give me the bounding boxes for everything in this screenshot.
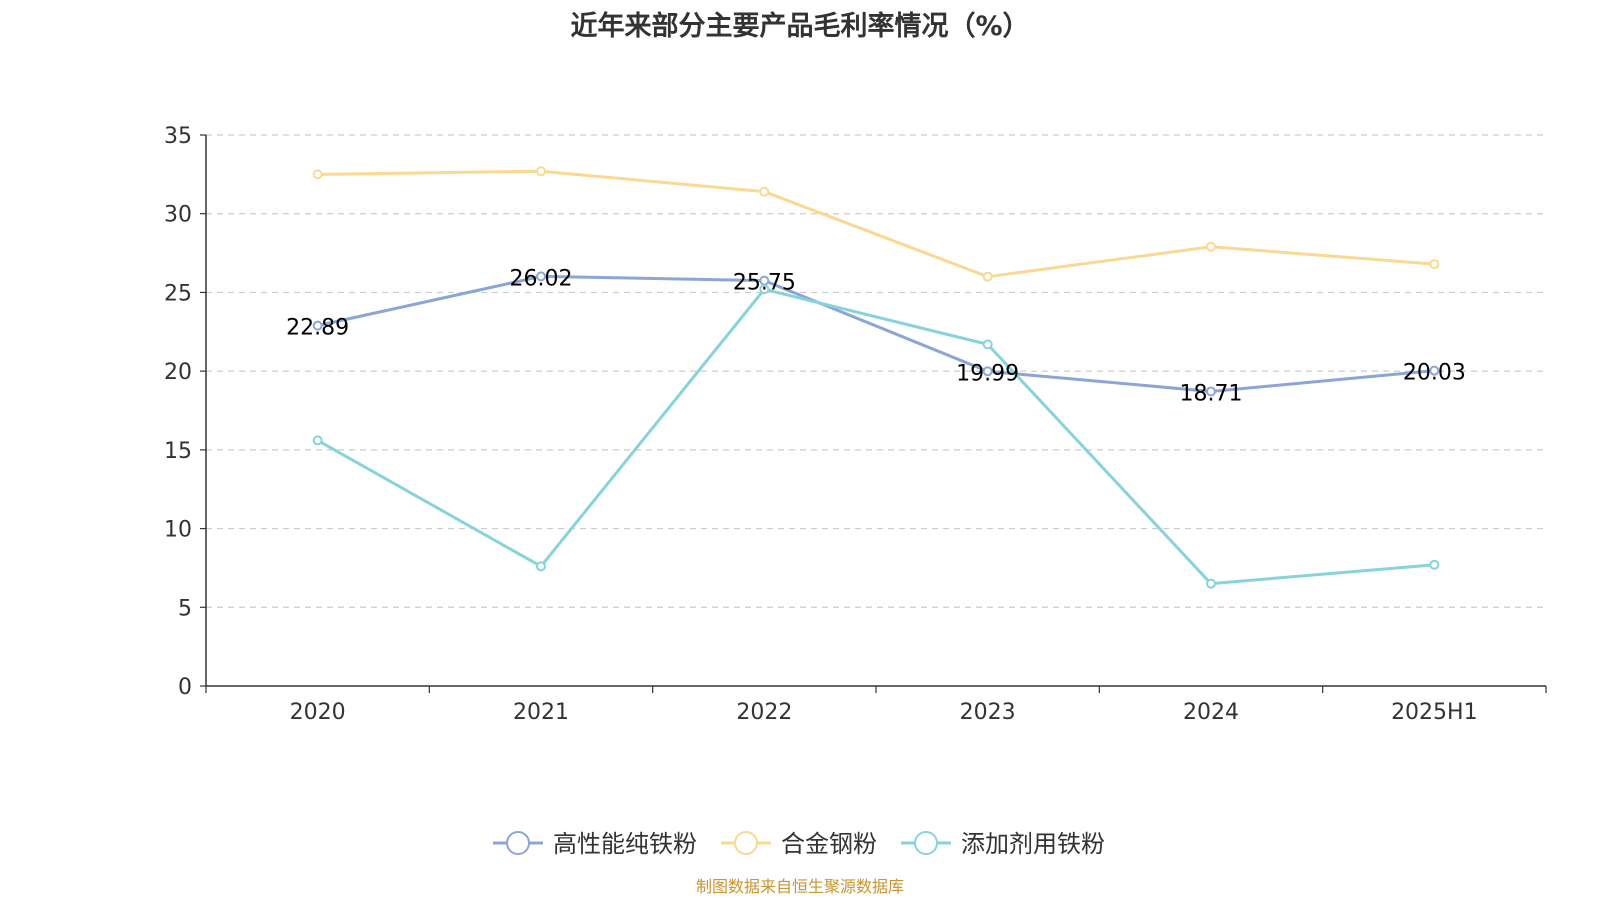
data-label: 19.99: [956, 361, 1019, 386]
legend-label: 合金钢粉: [781, 830, 877, 858]
data-label: 25.75: [733, 271, 796, 296]
data-point[interactable]: [312, 320, 323, 331]
data-point[interactable]: [982, 339, 993, 350]
legend-swatch-marker: [734, 831, 758, 855]
data-point[interactable]: [982, 271, 993, 282]
legend-item-2[interactable]: 添加剂用铁粉: [901, 830, 1105, 858]
y-tick-label: 10: [164, 518, 192, 543]
data-point[interactable]: [312, 435, 323, 446]
data-label: 20.03: [1403, 361, 1466, 386]
legend-item-1[interactable]: 合金钢粉: [721, 830, 877, 858]
data-point[interactable]: [759, 186, 770, 197]
data-point[interactable]: [1206, 241, 1216, 252]
data-label: 22.89: [286, 316, 349, 341]
data-point[interactable]: [982, 366, 993, 377]
chart-title: 近年来部分主要产品毛利率情况（%）: [570, 11, 1030, 42]
series-line-0[interactable]: [317, 274, 1435, 393]
source-note: 制图数据来自恒生聚源数据库: [695, 877, 904, 896]
y-tick-label: 5: [178, 596, 192, 621]
x-tick-label: 2021: [513, 700, 569, 725]
y-tick-label: 25: [164, 281, 192, 306]
y-tick-label: 35: [164, 124, 192, 149]
y-tick-label: 0: [178, 675, 192, 700]
x-tick-label: 2023: [960, 700, 1016, 725]
axis-layer: 0 5 10 15 20 25 30 35 2020 2021 2022 2023 2024 2025H1: [164, 124, 1547, 725]
legend[interactable]: 高性能纯铁粉 合金钢粉 添加剂用铁粉: [493, 830, 1105, 858]
series-layer: [312, 166, 1440, 589]
legend-item-0[interactable]: 高性能纯铁粉: [493, 830, 697, 858]
y-tick-label: 15: [164, 439, 192, 464]
legend-label: 高性能纯铁粉: [553, 830, 697, 858]
y-tick-label: 30: [164, 203, 192, 228]
data-point[interactable]: [1206, 578, 1216, 589]
data-point[interactable]: [536, 271, 546, 282]
y-tick-label: 20: [164, 360, 192, 385]
data-point[interactable]: [312, 169, 323, 180]
data-point[interactable]: [1429, 559, 1440, 570]
grid-layer: [206, 134, 1546, 608]
data-point[interactable]: [536, 166, 546, 177]
data-point[interactable]: [759, 284, 770, 295]
data-label-layer: 22.89 26.02 25.75 19.99 18.71 20.03: [286, 266, 1466, 406]
legend-label: 添加剂用铁粉: [961, 830, 1105, 858]
series-line-2[interactable]: [316, 287, 1435, 586]
data-label: 26.02: [510, 266, 573, 291]
legend-swatch-marker: [506, 831, 530, 855]
data-point[interactable]: [536, 561, 546, 572]
data-point[interactable]: [1429, 259, 1440, 270]
data-label: 18.71: [1180, 381, 1243, 406]
legend-swatch-marker: [914, 831, 938, 855]
data-point[interactable]: [1429, 365, 1440, 376]
series-line-1[interactable]: [317, 169, 1435, 279]
x-tick-label: 2025H1: [1391, 700, 1478, 725]
x-tick-label: 2022: [736, 700, 792, 725]
x-tick-label: 2024: [1183, 700, 1239, 725]
x-tick-label: 2020: [290, 700, 346, 725]
data-point[interactable]: [1206, 386, 1216, 397]
